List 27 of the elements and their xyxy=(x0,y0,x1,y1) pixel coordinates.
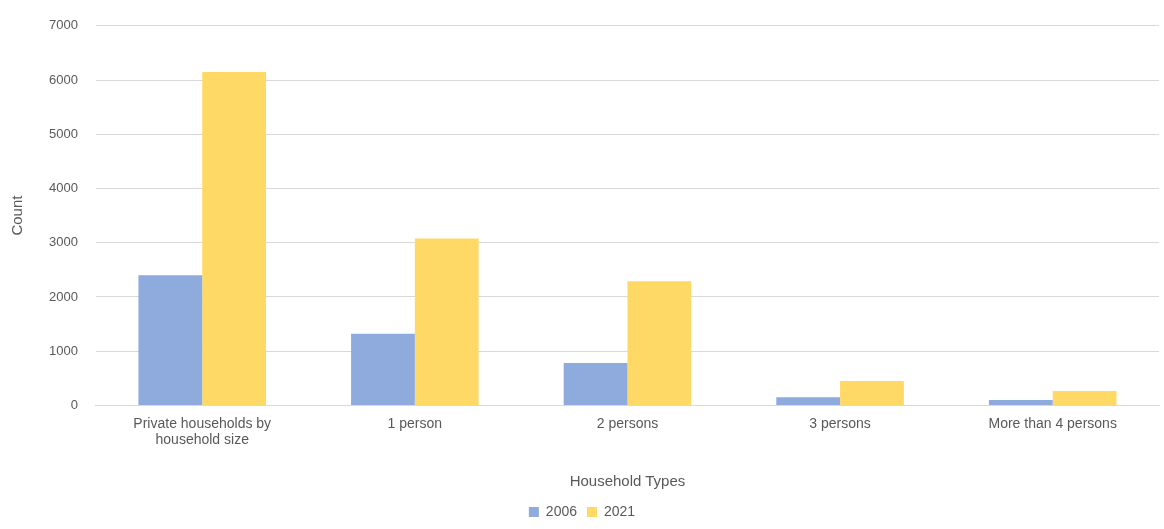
y-tick-label: 6000 xyxy=(49,71,78,87)
x-tick-label: 2 persons xyxy=(596,414,659,431)
bar xyxy=(988,399,1053,405)
bar xyxy=(1052,391,1117,405)
y-tick-label: 2000 xyxy=(49,288,78,304)
bar xyxy=(414,238,479,405)
y-tick-label: 3000 xyxy=(49,234,78,250)
legend-label: 2006 xyxy=(545,502,578,519)
y-tick-label: 5000 xyxy=(49,125,78,141)
x-tick-label: 1 person xyxy=(387,414,443,431)
y-tick-label: 0 xyxy=(70,396,78,412)
bar xyxy=(627,281,692,405)
bar xyxy=(563,363,628,405)
bar xyxy=(351,333,415,405)
bar xyxy=(202,71,267,405)
bar xyxy=(138,275,203,405)
x-tick-label: More than 4 persons xyxy=(988,414,1117,431)
x-tick-label: Private households by household size xyxy=(133,414,272,448)
y-axis-title: Count xyxy=(8,194,26,236)
x-axis-title: Household Types xyxy=(569,472,686,490)
legend-label: 2021 xyxy=(604,502,636,519)
bar xyxy=(776,397,841,405)
bar xyxy=(840,381,904,405)
x-tick-label: 3 persons xyxy=(809,414,871,431)
y-tick-label: 1000 xyxy=(49,342,78,358)
y-tick-label: 4000 xyxy=(49,180,78,196)
y-tick-label: 7000 xyxy=(49,17,78,33)
